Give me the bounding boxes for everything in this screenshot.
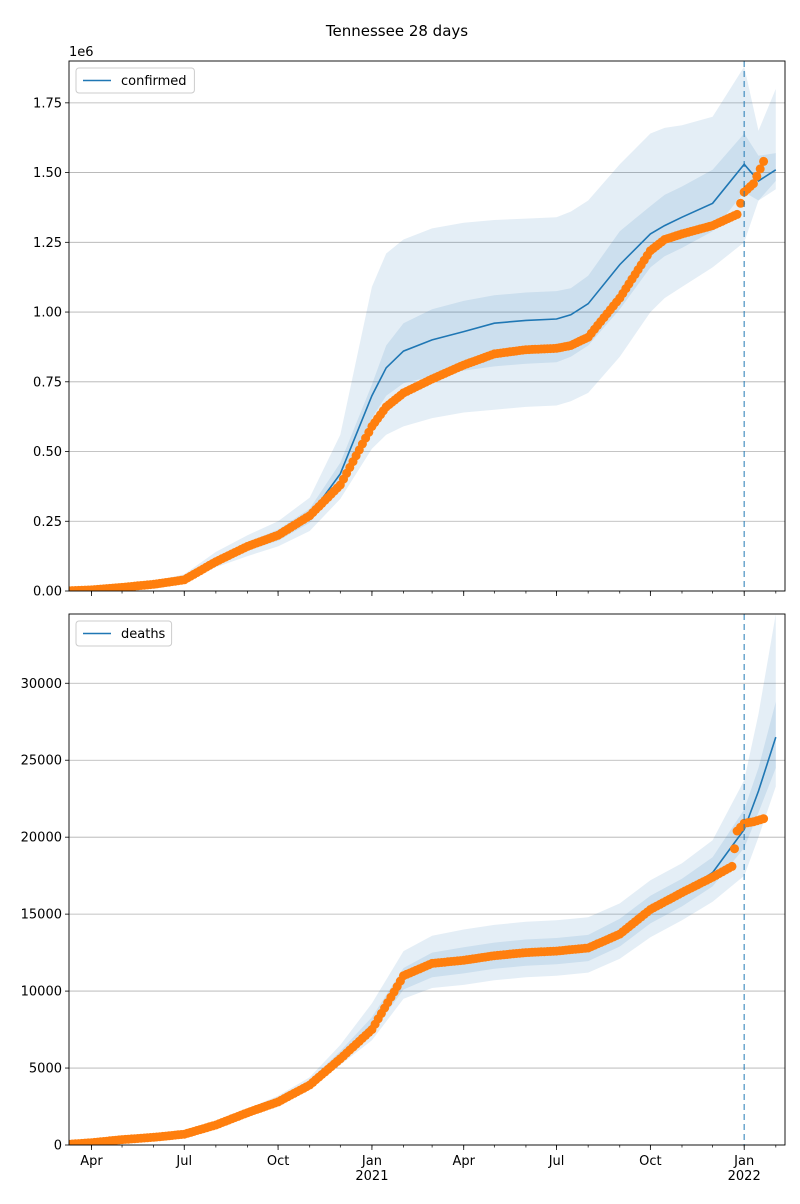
y-tick-label: 0.25: [33, 515, 62, 530]
x-tick-sublabel: 2022: [728, 1169, 761, 1184]
observed-point: [759, 814, 769, 824]
y-tick-label: 1.50: [33, 166, 62, 181]
y-scale-label: 1e6: [69, 45, 94, 60]
observed-point: [748, 179, 758, 189]
plot-area: [69, 614, 777, 1145]
panel-deaths: 0 5000 10000 15000 20000 25000 30000 Apr Jul Oct J…: [21, 613, 786, 1184]
y-tick-label: 0: [54, 1139, 62, 1154]
x-tick-label: Jul: [175, 1154, 192, 1169]
x-tick-label: Oct: [267, 1154, 289, 1169]
observed-points: [69, 156, 769, 591]
y-tick-label: 1.75: [33, 96, 62, 111]
legend-box: [75, 67, 195, 94]
y-tick-label: 0.00: [33, 585, 62, 600]
y-tick-label: 20000: [21, 831, 62, 846]
x-tick-label: Apr: [452, 1154, 475, 1169]
observed-point: [736, 198, 746, 208]
x-tick-label: Jul: [548, 1154, 565, 1169]
y-tick-label: 30000: [21, 677, 62, 692]
legend-box: [75, 620, 173, 647]
chart-title: Tennessee 28 days: [325, 22, 468, 40]
interval-band-outer: [69, 614, 776, 1145]
legend: confirmed: [75, 67, 195, 94]
y-tick-label: 15000: [21, 908, 62, 923]
y-tick-label: 10000: [21, 985, 62, 1000]
observed-point: [755, 164, 765, 174]
axes-frame: [68, 60, 786, 592]
x-tick-sublabel: 2021: [355, 1169, 388, 1184]
axes-frame: [68, 613, 786, 1146]
observed-point: [752, 171, 762, 181]
observed-point: [732, 209, 742, 219]
observed-point: [730, 844, 739, 854]
y-tick-label: 25000: [21, 754, 62, 769]
interval-band-outer: [69, 66, 776, 591]
y-tick-label: 0.50: [33, 445, 62, 460]
x-tick-label: Oct: [639, 1154, 661, 1169]
observed-point: [727, 861, 737, 871]
legend: deaths: [75, 620, 173, 647]
x-tick-label: Jan: [733, 1154, 754, 1169]
series-line-deaths: [69, 736, 777, 1145]
y-tick-label: 5000: [29, 1062, 62, 1077]
plot-area: [69, 66, 777, 591]
y-tick-label: 0.75: [33, 375, 62, 390]
interval-band-inner: [69, 133, 776, 591]
legend-label: deaths: [121, 627, 166, 642]
x-tick-label: Apr: [80, 1154, 103, 1169]
x-tick-label: Jan: [361, 1154, 382, 1169]
observed-points: [69, 814, 769, 1145]
y-tick-label: 1.25: [33, 236, 62, 251]
observed-point: [759, 156, 769, 166]
y-tick-label: 1.00: [33, 306, 62, 321]
panel-confirmed: 0.00 0.25 0.50 0.75 1.00 1.25 1.50 1.75 1e6 confi…: [33, 45, 786, 600]
legend-label: confirmed: [121, 74, 187, 89]
